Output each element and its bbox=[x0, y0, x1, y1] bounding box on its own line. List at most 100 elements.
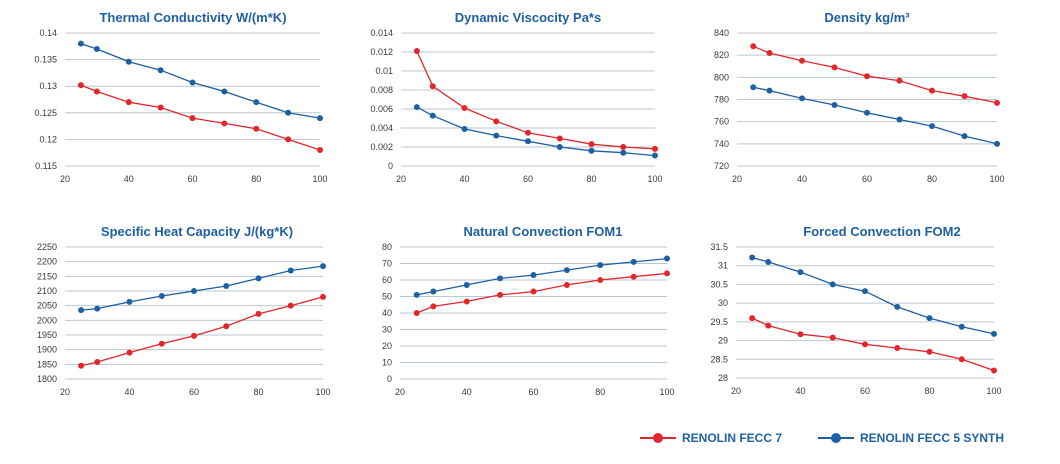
y-tick-label: 10 bbox=[382, 358, 392, 368]
data-point bbox=[652, 145, 658, 152]
data-point bbox=[287, 267, 294, 274]
data-point bbox=[797, 269, 804, 276]
data-point bbox=[285, 109, 292, 116]
chart-title: Specific Heat Capacity J/(kg*K) bbox=[101, 224, 293, 239]
data-point bbox=[994, 99, 1000, 106]
y-tick-label: 0 bbox=[388, 161, 393, 171]
data-point bbox=[463, 281, 470, 288]
x-tick-label: 80 bbox=[586, 174, 596, 184]
x-tick-label: 20 bbox=[731, 386, 741, 396]
y-tick-label: 60 bbox=[382, 275, 392, 285]
x-tick-label: 40 bbox=[462, 387, 472, 397]
data-point bbox=[413, 104, 420, 111]
data-point bbox=[829, 334, 836, 341]
chart-title: Density kg/m³ bbox=[824, 10, 910, 25]
data-point bbox=[125, 58, 132, 65]
data-point bbox=[630, 273, 637, 280]
data-point bbox=[189, 115, 196, 122]
y-tick-label: 30 bbox=[718, 298, 728, 308]
y-tick-label: 820 bbox=[714, 50, 729, 60]
y-tick-label: 0.115 bbox=[35, 161, 57, 171]
data-point bbox=[93, 45, 100, 52]
data-point bbox=[191, 288, 197, 294]
data-point bbox=[530, 288, 537, 295]
y-tick-label: 80 bbox=[382, 242, 392, 252]
y-tick-label: 20 bbox=[382, 341, 392, 351]
data-point bbox=[588, 141, 595, 148]
legend-label: RENOLIN FECC 7 bbox=[682, 431, 783, 445]
data-point bbox=[994, 140, 1000, 147]
data-point bbox=[926, 315, 933, 322]
y-tick-label: 0.008 bbox=[370, 85, 393, 95]
y-tick-label: 0.13 bbox=[39, 81, 57, 91]
data-point bbox=[749, 315, 756, 322]
legend-item-renolin-fecc-5-synth: RENOLIN FECC 5 SYNTH bbox=[818, 428, 1004, 448]
data-point bbox=[493, 132, 500, 139]
data-point bbox=[255, 310, 262, 317]
data-point bbox=[563, 267, 570, 274]
data-point bbox=[158, 340, 165, 347]
data-point bbox=[926, 348, 933, 355]
data-point bbox=[929, 123, 935, 130]
data-point bbox=[765, 322, 772, 329]
legend-swatch-red bbox=[640, 432, 676, 444]
y-tick-label: 0.006 bbox=[370, 104, 393, 114]
y-tick-label: 31.5 bbox=[710, 242, 728, 252]
x-tick-label: 60 bbox=[189, 387, 199, 397]
legend-swatch-blue bbox=[818, 432, 854, 444]
legend-dot-blue bbox=[831, 433, 841, 443]
data-point bbox=[588, 147, 595, 154]
y-tick-label: 50 bbox=[382, 292, 392, 302]
y-tick-label: 2200 bbox=[37, 257, 57, 267]
data-point bbox=[317, 147, 323, 154]
y-tick-label: 0.012 bbox=[370, 47, 393, 57]
x-tick-label: 100 bbox=[312, 174, 327, 184]
x-tick-label: 40 bbox=[459, 174, 469, 184]
data-point bbox=[77, 82, 84, 89]
data-point bbox=[766, 87, 773, 94]
x-tick-label: 60 bbox=[860, 386, 870, 396]
y-tick-label: 0.14 bbox=[39, 28, 57, 38]
data-point bbox=[766, 49, 773, 56]
data-point bbox=[191, 332, 197, 339]
y-tick-label: 70 bbox=[382, 259, 392, 269]
x-tick-label: 100 bbox=[659, 387, 674, 397]
y-tick-label: 2050 bbox=[37, 301, 57, 311]
data-point bbox=[413, 310, 420, 316]
x-tick-label: 100 bbox=[315, 387, 330, 397]
x-tick-label: 20 bbox=[60, 174, 70, 184]
data-point bbox=[896, 77, 903, 84]
data-point bbox=[864, 109, 870, 116]
x-tick-label: 20 bbox=[60, 387, 70, 397]
x-tick-label: 60 bbox=[862, 174, 872, 184]
x-tick-label: 100 bbox=[989, 174, 1004, 184]
data-point bbox=[253, 125, 260, 132]
y-tick-label: 29 bbox=[718, 336, 728, 346]
data-point bbox=[961, 93, 968, 100]
data-point bbox=[862, 288, 868, 295]
data-point bbox=[750, 43, 757, 50]
data-point bbox=[750, 84, 757, 91]
data-point bbox=[652, 152, 658, 159]
y-tick-label: 40 bbox=[382, 308, 392, 318]
data-point bbox=[78, 362, 85, 369]
y-tick-label: 760 bbox=[714, 117, 729, 127]
data-point bbox=[430, 303, 437, 310]
data-point bbox=[556, 135, 563, 142]
x-tick-label: 80 bbox=[253, 387, 263, 397]
y-tick-label: 800 bbox=[714, 72, 729, 82]
data-point bbox=[630, 258, 637, 265]
data-point bbox=[320, 263, 326, 270]
x-tick-label: 40 bbox=[124, 387, 134, 397]
data-point bbox=[525, 129, 531, 136]
data-point bbox=[461, 105, 468, 112]
y-tick-label: 2250 bbox=[37, 242, 57, 252]
x-tick-label: 40 bbox=[797, 174, 807, 184]
data-point bbox=[929, 87, 935, 94]
data-point bbox=[664, 255, 670, 262]
data-point bbox=[493, 118, 500, 125]
data-point bbox=[223, 283, 230, 290]
